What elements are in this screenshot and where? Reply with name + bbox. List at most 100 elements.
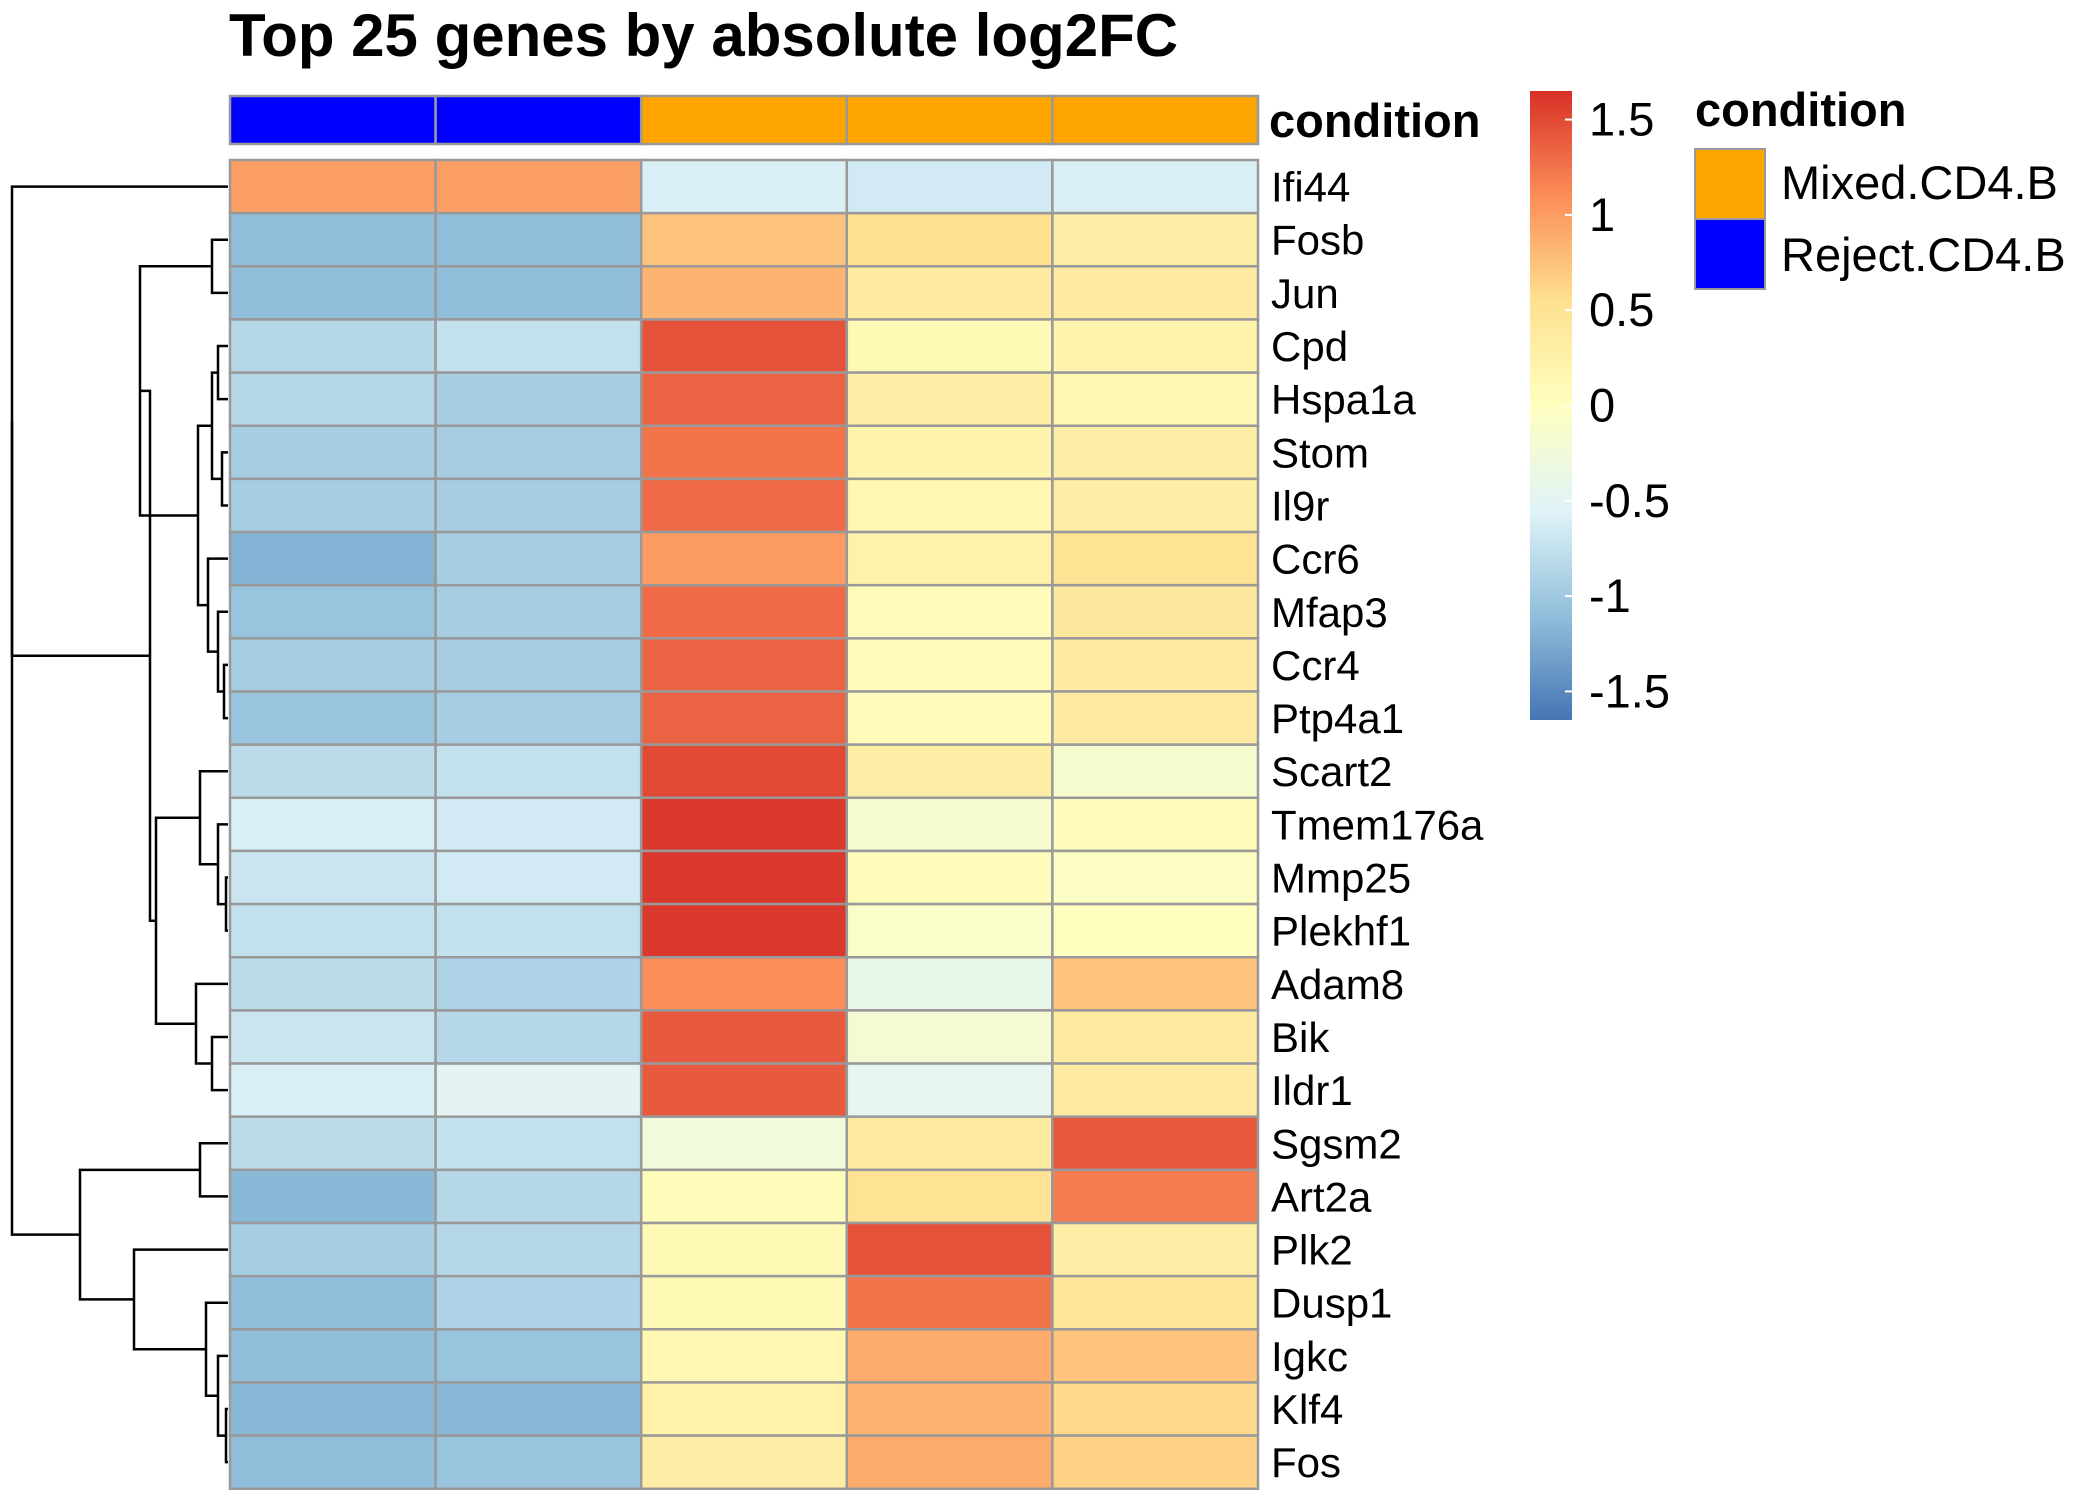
heatmap-cell [1051, 956, 1260, 1012]
heatmap-cell [1051, 1434, 1260, 1490]
heatmap-cell [434, 530, 643, 587]
gene-label: Dusp1 [1271, 1280, 1392, 1327]
heatmap-cell [434, 318, 643, 374]
heatmap-cell [845, 637, 1054, 693]
gene-label: Ccr4 [1271, 642, 1360, 689]
heatmap-cell [228, 424, 437, 481]
heatmap-cell [1051, 1221, 1260, 1278]
heatmap-cell [434, 796, 643, 853]
heatmap-cell [845, 371, 1054, 428]
heatmap-cell [228, 743, 437, 800]
annotation-cell [845, 94, 1054, 146]
annotation-label: condition [1269, 94, 1480, 147]
legend-swatch-reject [1694, 218, 1766, 290]
annotation-cell [639, 94, 849, 146]
heatmap-cell [845, 424, 1054, 481]
gene-label: Hspa1a [1271, 376, 1416, 423]
heatmap-cell [639, 902, 849, 959]
gene-label: Plekhf1 [1271, 908, 1411, 955]
dendrogram-branch [154, 816, 200, 1025]
heatmap-cell [639, 371, 849, 428]
heatmap-cell [845, 1328, 1054, 1384]
heatmap-cell [1051, 1168, 1260, 1225]
gene-label: Ildr1 [1271, 1067, 1353, 1114]
colorbar-tick-label: 1.5 [1589, 93, 1654, 146]
heatmap-cell [845, 1434, 1054, 1490]
heatmap-cell [639, 158, 849, 215]
heatmap-cell [1051, 477, 1260, 534]
colorbar: 1.5 1 0.5 0 -0.5 -1 -1.5 [1530, 91, 1670, 720]
condition-legend: condition Mixed.CD4.B Reject.CD4.B [1694, 83, 2066, 290]
heatmap-cell [1051, 1062, 1260, 1118]
annotation-cell [228, 94, 437, 146]
heatmap-cell [228, 1168, 437, 1225]
dendrogram-branch [10, 185, 228, 658]
heatmap-cell [228, 477, 437, 534]
heatmap-cell [845, 743, 1054, 800]
heatmap-cell [434, 583, 643, 640]
dendrogram-branch [222, 663, 228, 720]
legend-title: condition [1695, 83, 1906, 136]
gene-label: Fosb [1271, 217, 1364, 264]
gene-label: Mfap3 [1271, 589, 1388, 636]
heatmap-cell [434, 1434, 643, 1490]
heatmap-cell [228, 1221, 437, 1278]
condition-annotation-bar [228, 94, 1260, 146]
heatmap-cell [1051, 583, 1260, 640]
heatmap-cell [1051, 902, 1260, 959]
heatmap-cell [228, 1381, 437, 1437]
heatmap-cell [434, 1168, 643, 1225]
heatmap-cell [639, 1168, 849, 1225]
heatmap-cell [639, 1062, 849, 1118]
heatmap-cell [639, 1328, 849, 1384]
heatmap-cell [845, 583, 1054, 640]
dendrogram-branch [198, 769, 228, 866]
heatmap-cell [1051, 158, 1260, 215]
heatmap-cell [434, 1009, 643, 1065]
heatmap-cell [434, 1062, 643, 1118]
dendrogram-branch [132, 1248, 228, 1351]
legend-swatch-mixed [1694, 148, 1766, 220]
gene-label: Tmem176a [1271, 801, 1484, 848]
heatmap-cell [434, 902, 643, 959]
heatmap-cell [845, 849, 1054, 906]
heatmap-cell [434, 211, 643, 268]
dendrogram-branch [210, 1035, 228, 1092]
heatmap-cell [639, 1274, 849, 1331]
colorbar-tick-label: 0.5 [1589, 283, 1654, 336]
dendrogram-branch [198, 1142, 228, 1198]
heatmap-cell [434, 1328, 643, 1384]
gene-label: Ifi44 [1271, 164, 1350, 211]
heatmap-cell [1051, 265, 1260, 321]
heatmap-cell [639, 1115, 849, 1172]
heatmap-cell [228, 690, 437, 746]
heatmap-cell [845, 1115, 1054, 1172]
heatmap-cell [228, 371, 437, 428]
heatmap-cell [845, 956, 1054, 1012]
dendrogram-branch [210, 238, 228, 295]
heatmap-cell [228, 1009, 437, 1065]
gene-labels: Ifi44 Fosb Jun Cpd Hspa1a Stom Il9r Ccr6 Mfap3 Cc… [1271, 164, 1484, 1487]
heatmap-cell [434, 743, 643, 800]
annotation-cell [434, 94, 643, 146]
heatmap-cell [228, 1328, 437, 1384]
dendrogram-branch [224, 876, 228, 932]
colorbar-tick-label: -1.5 [1589, 664, 1670, 717]
heatmap-cells [228, 158, 1260, 1490]
heatmap-cell [228, 796, 437, 853]
heatmap-cell [228, 902, 437, 959]
dendrogram-branch [220, 451, 228, 507]
heatmap-cell [1051, 1381, 1260, 1437]
heatmap-cell [434, 1381, 643, 1437]
heatmap-cell [434, 158, 643, 215]
gene-label: Jun [1271, 270, 1339, 317]
colorbar-tick-label: -1 [1589, 569, 1631, 622]
heatmap-cell [639, 743, 849, 800]
heatmap-cell [845, 1221, 1054, 1278]
heatmap-cell [639, 1221, 849, 1278]
gene-label: Sgsm2 [1271, 1120, 1402, 1167]
heatmap-cell [845, 158, 1054, 215]
heatmap-cell [1051, 211, 1260, 268]
gene-label: Ccr6 [1271, 536, 1360, 583]
